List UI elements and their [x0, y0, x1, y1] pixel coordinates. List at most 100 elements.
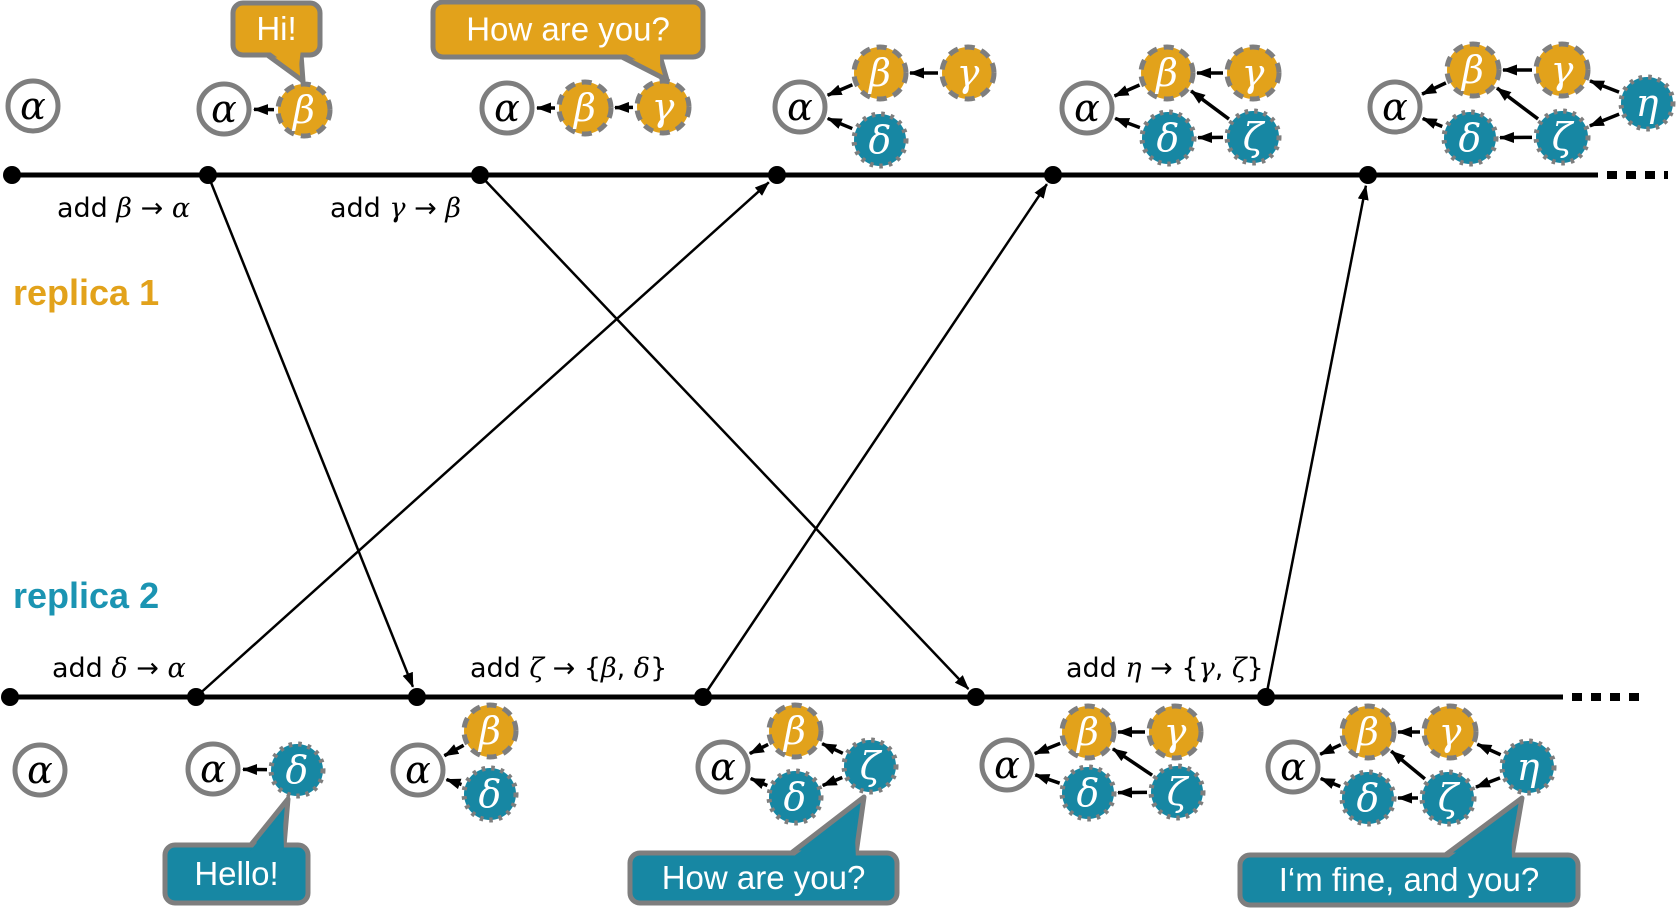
node-glyph-alpha: α [20, 84, 46, 128]
bubble-tail-seam [790, 812, 856, 859]
event-dot-replica-2-2 [187, 688, 205, 706]
state-replica-2-4: α βδ ζ [695, 702, 899, 826]
node-zeta [1148, 763, 1206, 821]
node-glyph-gamma: γ [1164, 710, 1187, 754]
edge-eta-to-zeta [1475, 776, 1501, 789]
event-dot-replica-1-5 [1044, 166, 1062, 184]
bubble-tail-seam [250, 812, 284, 851]
edge-zeta-to-beta [1111, 747, 1154, 777]
bubble-body [430, 0, 706, 60]
node-glyph-zeta: ζ [1167, 770, 1190, 814]
state-replica-1-3: α β γ [479, 78, 692, 137]
node-glyph-alpha: α [1280, 745, 1306, 789]
node-beta [766, 702, 824, 760]
node-glyph-delta: δ [869, 118, 892, 162]
op-label-replica-2-2: add ζ → {β, δ} [470, 653, 667, 684]
node-alpha [185, 741, 241, 797]
node-delta [851, 111, 909, 169]
node-glyph-beta: β [867, 51, 891, 95]
message-arrow-deliver-eta [1264, 184, 1369, 698]
bubble-tail-seam [620, 51, 661, 73]
event-dot-replica-2-5 [967, 688, 985, 706]
node-glyph-gamma: γ [1439, 710, 1462, 754]
node-alpha [1059, 80, 1115, 136]
layer-labels: replica 1 add β → α add γ → β replica 2 add … [13, 193, 1264, 684]
label-replica-2: replica 2 [13, 575, 159, 616]
node-glyph-alpha: α [27, 748, 53, 792]
node-beta [1138, 44, 1196, 102]
node-alpha [695, 739, 751, 795]
node-glyph-beta: β [1075, 710, 1099, 754]
node-glyph-alpha: α [211, 87, 237, 131]
layer-timelines [10, 171, 1668, 701]
node-beta [556, 79, 614, 137]
node-delta [1139, 109, 1197, 167]
edge-delta-to-alpha [826, 116, 853, 131]
node-beta [851, 44, 909, 102]
node-glyph-zeta: ζ [1438, 776, 1461, 820]
event-dot-replica-1-6 [1359, 166, 1377, 184]
node-glyph-delta: δ [1357, 776, 1380, 820]
bubble-text: I‘m fine, and you? [1279, 861, 1540, 898]
node-glyph-eta: η [1517, 745, 1540, 789]
message-arrow-deliver-gamma [479, 174, 970, 690]
edge-zeta-to-beta [1495, 86, 1540, 121]
bubble-text: How are you? [466, 11, 670, 48]
edge-zeta-to-delta [821, 775, 843, 788]
speech-bubble: Hello! [162, 796, 311, 906]
node-glyph-gamma: γ [1242, 51, 1265, 95]
layer-event-dots [1, 166, 1377, 706]
layer-speech-bubbles: Hi! How are you? Hello! How are you? I‘m fin… [162, 0, 1581, 908]
node-delta [461, 765, 519, 823]
node-glyph-zeta: ζ [1552, 115, 1575, 159]
bubble-tail-seam [1444, 813, 1512, 861]
node-gamma [1533, 41, 1591, 99]
edge-beta-to-alpha [443, 743, 465, 758]
op-label-replica-1-2: add γ → β [330, 193, 461, 224]
node-glyph-zeta: ζ [860, 744, 883, 788]
message-arrow-deliver-delta [195, 181, 770, 698]
node-glyph-delta: δ [1077, 771, 1100, 815]
node-zeta [1419, 769, 1477, 827]
speech-bubble: How are you? [430, 0, 706, 83]
node-delta [766, 768, 824, 826]
node-glyph-alpha: α [1074, 86, 1100, 130]
edge-zeta-to-beta [821, 742, 844, 755]
event-dot-replica-1-2 [199, 166, 217, 184]
node-beta [1339, 703, 1397, 761]
edge-beta-to-alpha [1113, 83, 1141, 98]
node-alpha [1265, 739, 1321, 795]
edge-delta-to-alpha [1114, 116, 1141, 130]
state-replica-2-3: α βδ [390, 702, 519, 823]
op-label-replica-1-1: add β → α [57, 193, 190, 224]
event-dot-replica-2-1 [1, 688, 19, 706]
edge-beta-to-alpha [826, 83, 854, 97]
edge-delta-to-alpha [445, 777, 463, 790]
node-glyph-alpha: α [710, 745, 736, 789]
node-glyph-delta: δ [1157, 116, 1180, 160]
node-gamma [634, 78, 692, 136]
op-label-replica-2-1: add δ → α [52, 653, 186, 684]
edge-zeta-to-beta [1190, 89, 1230, 121]
node-glyph-beta: β [782, 709, 806, 753]
edge-eta-to-gamma [1589, 79, 1620, 94]
edge-delta-to-alpha [1034, 773, 1061, 785]
node-alpha [196, 81, 252, 137]
node-delta [1339, 769, 1397, 827]
node-glyph-alpha: α [200, 747, 226, 791]
state-replica-2-6: α β γ δ ζ η [1265, 703, 1557, 827]
edge-eta-to-zeta [1588, 112, 1620, 128]
speech-bubble: I‘m fine, and you? [1237, 795, 1581, 908]
node-glyph-gamma: γ [957, 51, 980, 95]
edge-delta-to-alpha [749, 776, 768, 790]
bubble-body [162, 842, 311, 906]
bubble-text: How are you? [662, 859, 866, 896]
edge-beta-to-alpha [1421, 81, 1447, 96]
edge-delta-to-alpha [1421, 116, 1443, 129]
state-replica-2-5: α β γ δ ζ [979, 703, 1206, 822]
node-glyph-beta: β [572, 86, 596, 130]
node-glyph-beta: β [477, 709, 501, 753]
